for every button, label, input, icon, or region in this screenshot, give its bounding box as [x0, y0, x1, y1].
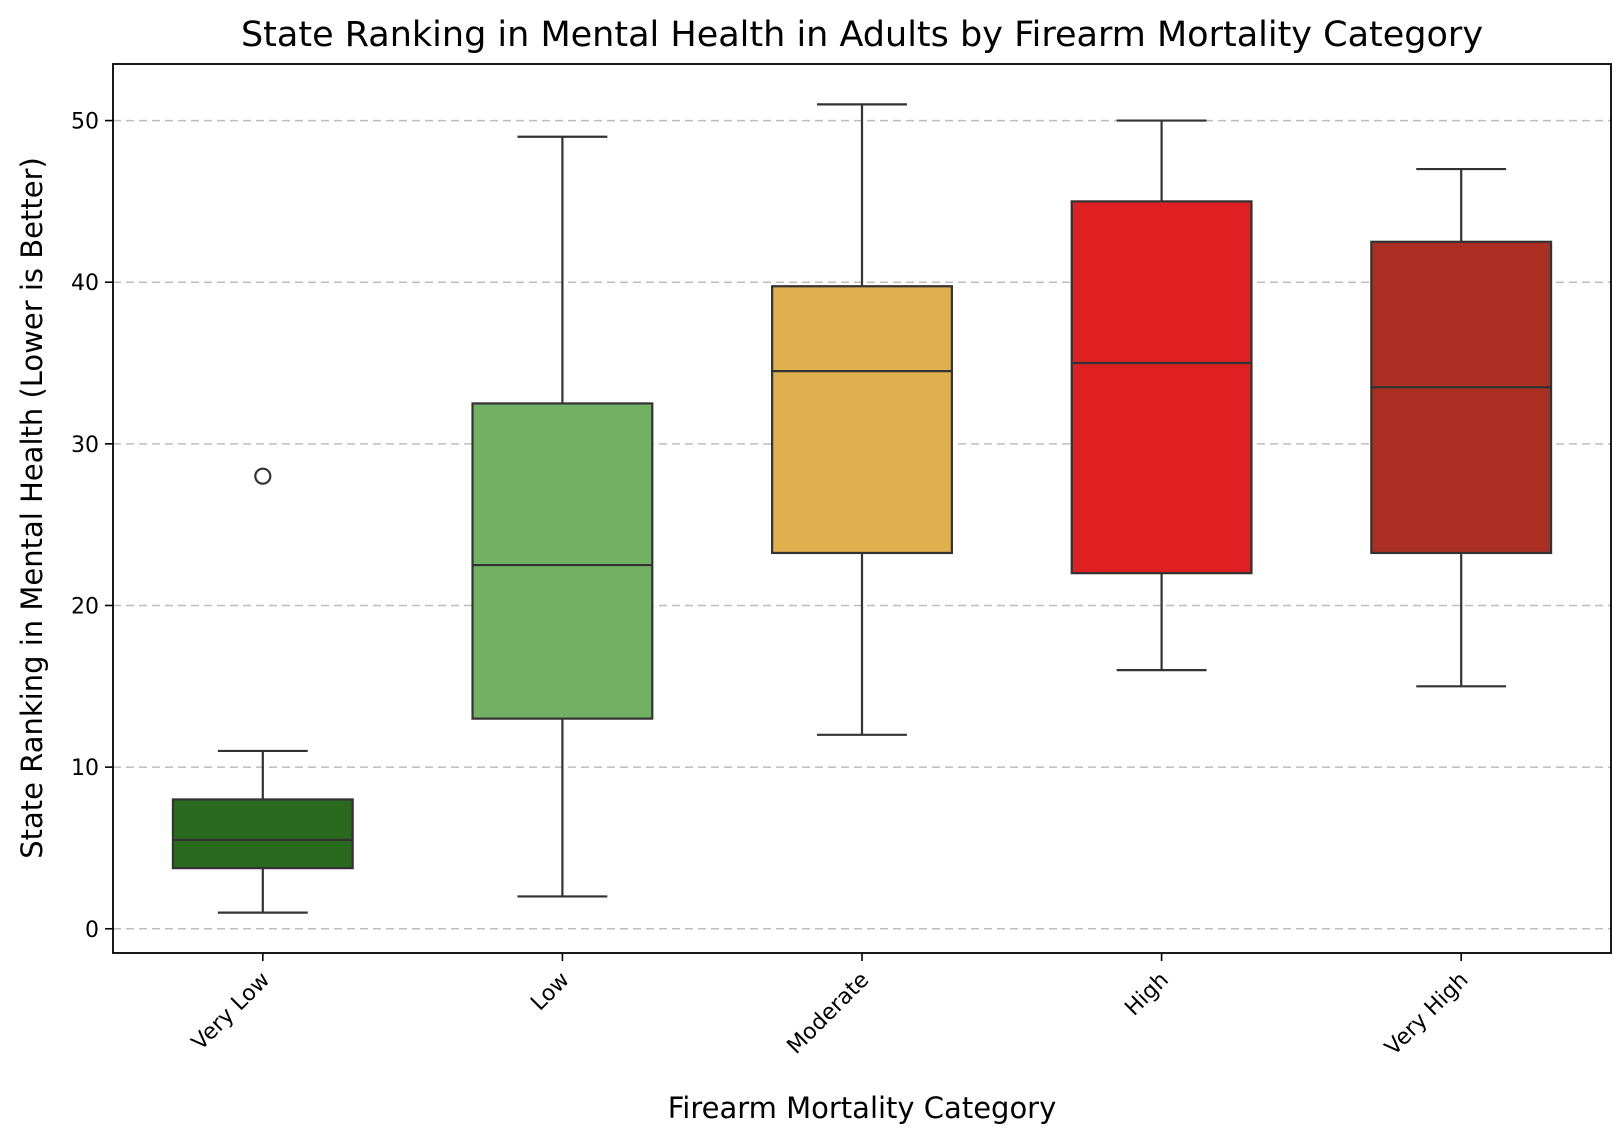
iqr-box [471, 402, 654, 720]
x-tick-label: High [1120, 968, 1173, 1021]
chart-title: State Ranking in Mental Health in Adults… [241, 15, 1483, 55]
iqr-box [1370, 240, 1553, 555]
y-axis-label: State Ranking in Mental Health (Lower is… [15, 157, 49, 859]
box-group [1070, 119, 1253, 672]
iqr-box [1070, 200, 1253, 575]
x-tick-label: Very Low [187, 968, 275, 1056]
box-group [1370, 167, 1553, 688]
axes: 0 10 20 30 40 50 Very Low Low Moderate High Very H… [71, 63, 1612, 1061]
x-axis-label: Firearm Mortality Category [668, 1091, 1057, 1125]
box-group [171, 467, 354, 914]
y-tick-label: 30 [71, 433, 99, 458]
iqr-box [171, 798, 354, 870]
y-tick-label: 50 [71, 110, 99, 135]
x-tick-label: Moderate [783, 968, 875, 1060]
y-tick-label: 10 [71, 756, 99, 781]
y-tick-label: 20 [71, 594, 99, 619]
box-group [771, 103, 953, 736]
x-tick-label: Very High [1380, 968, 1473, 1061]
x-tick-label: Low [526, 968, 574, 1016]
box-group [471, 135, 654, 898]
boxes [171, 103, 1553, 914]
iqr-box [771, 285, 953, 555]
outlier-point [254, 467, 272, 485]
y-tick-label: 0 [85, 918, 99, 943]
y-tick-label: 40 [71, 271, 99, 296]
